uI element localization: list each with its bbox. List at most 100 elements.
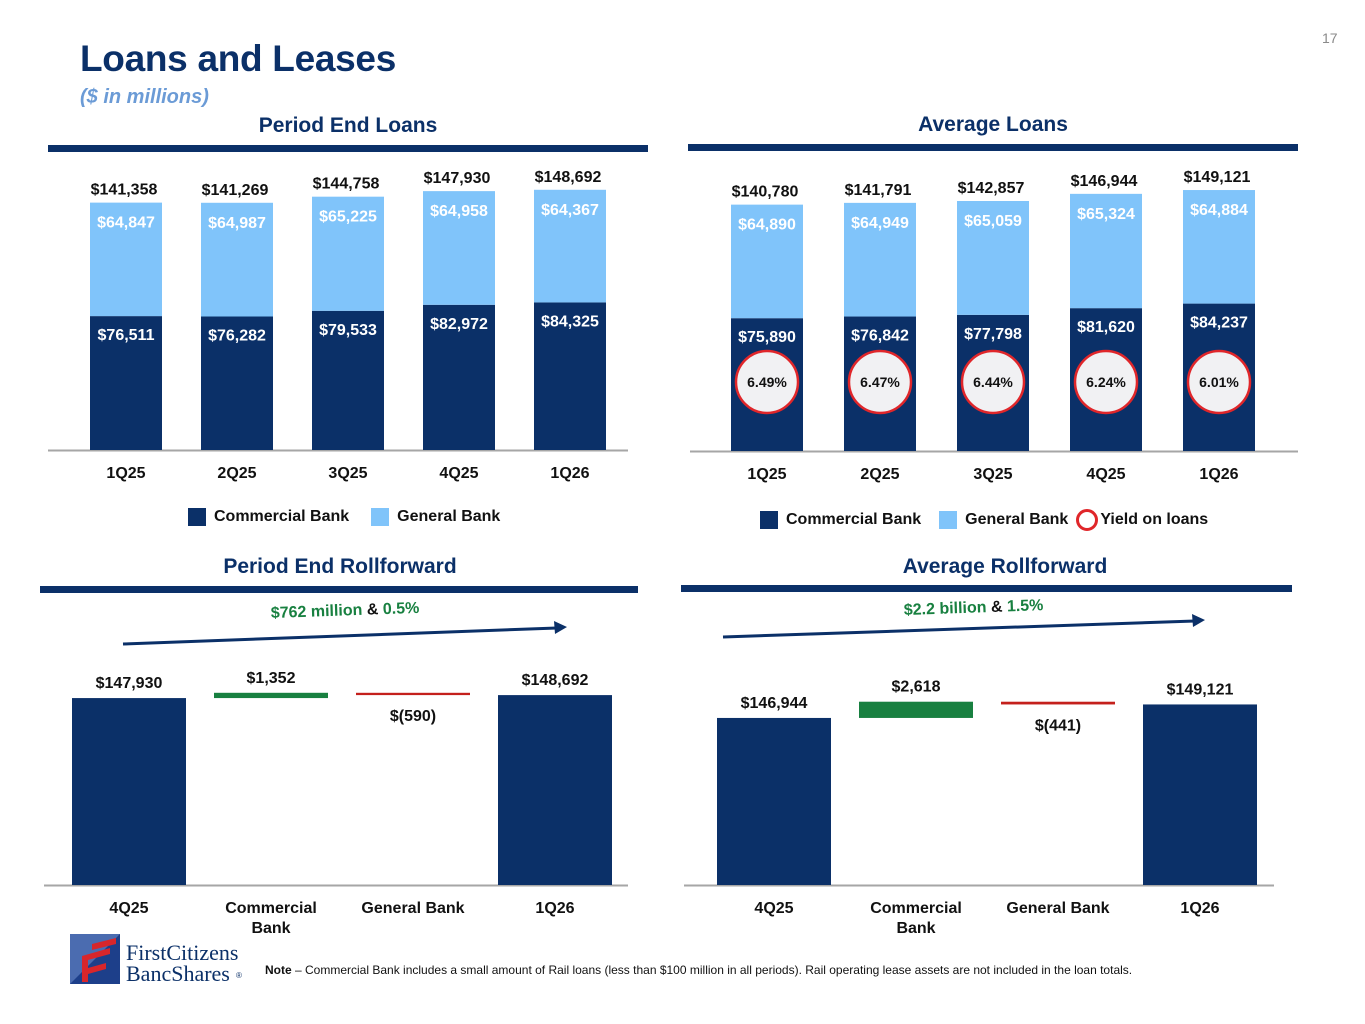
x-tick-label: 3Q25: [328, 465, 367, 482]
page-subtitle: ($ in millions): [80, 86, 209, 108]
x-tick-label: 4Q25: [1086, 466, 1125, 483]
bar-increase: [214, 692, 328, 699]
footnote-label: Note: [265, 963, 292, 977]
legend-yield-ring-icon: [1076, 509, 1099, 531]
data-label-commercial-bank: $82,972: [430, 316, 488, 333]
x-tick-label: 4Q25: [754, 900, 793, 917]
trend-annotation: $2.2 billion & 1.5%: [904, 597, 1044, 619]
first-citizens-logo: FirstCitizens BancShares ®: [70, 931, 255, 989]
bar-general-bank: [1183, 190, 1255, 304]
data-label: $146,944: [741, 695, 808, 712]
x-tick-label: 3Q25: [973, 466, 1012, 483]
data-label: $149,121: [1167, 681, 1234, 698]
x-tick-label: 1Q25: [747, 466, 786, 483]
x-tick-label: 1Q26: [550, 465, 589, 482]
trend-arrow-head-icon: [554, 621, 567, 634]
x-tick-label: Bank: [251, 920, 290, 937]
bar-general-bank: [1070, 193, 1142, 309]
x-tick-label: 4Q25: [109, 900, 148, 917]
footnote: Note – Commercial Bank includes a small …: [265, 963, 1132, 977]
data-label-general-bank: $64,949: [851, 215, 909, 232]
logo-line2: BancShares: [126, 961, 230, 986]
data-label-total: $147,930: [424, 170, 491, 187]
x-tick-label: Commercial: [870, 900, 962, 917]
data-label-total: $141,358: [91, 182, 158, 199]
data-label-general-bank: $64,890: [738, 217, 796, 234]
period-end-rollforward-title: Period End Rollforward: [223, 555, 457, 578]
data-label-general-bank: $64,367: [541, 202, 599, 219]
period-end-rollforward-chart: $147,930 4Q25 $1,352 Commercial Bank $(590) Ge…: [44, 600, 628, 937]
bar-general-bank: [844, 202, 916, 317]
average-rollforward-title: Average Rollforward: [902, 555, 1108, 578]
data-label-total: $142,857: [958, 180, 1025, 197]
bar-total: [498, 695, 612, 885]
data-label-general-bank: $64,958: [430, 203, 488, 220]
data-label-general-bank: $64,987: [208, 215, 266, 232]
data-label-commercial-bank: $76,511: [98, 327, 155, 344]
yield-label: 6.44%: [973, 374, 1013, 390]
average-loans-rule: [688, 144, 1298, 151]
data-label: $(441): [1035, 717, 1081, 734]
x-tick-label: 1Q26: [1180, 900, 1219, 917]
data-label-total: $140,780: [732, 184, 799, 201]
x-tick-label: General Bank: [361, 900, 464, 917]
data-label-commercial-bank: $81,620: [1077, 319, 1135, 336]
data-label-commercial-bank: $75,890: [738, 329, 796, 346]
legend-label-commercial-bank: Commercial Bank: [786, 511, 922, 528]
x-tick-label: Bank: [896, 920, 935, 937]
data-label-commercial-bank: $77,798: [964, 326, 1022, 343]
x-tick-label: 4Q25: [439, 465, 478, 482]
x-tick-label: 1Q25: [106, 465, 145, 482]
legend-label-commercial-bank: Commercial Bank: [214, 508, 350, 525]
bar-increase: [859, 701, 973, 718]
data-label-commercial-bank: $84,237: [1190, 315, 1248, 332]
legend-swatch-commercial-bank: [188, 508, 206, 526]
data-label-total: $141,269: [202, 182, 269, 199]
bar-commercial-bank: [201, 316, 273, 450]
yield-circle: [1186, 349, 1252, 415]
data-label-commercial-bank: $76,842: [851, 328, 909, 345]
period-end-rollforward-rule: [40, 586, 638, 593]
data-label: $147,930: [96, 675, 163, 692]
bar-total: [717, 717, 831, 885]
legend-swatch-commercial-bank: [760, 511, 778, 529]
yield-label: 6.01%: [1199, 374, 1239, 390]
data-label-general-bank: $65,225: [319, 209, 377, 226]
bar-total: [72, 698, 186, 885]
trend-annotation: $762 million & 0.5%: [271, 600, 420, 622]
legend-label-yield: Yield on loans: [1100, 511, 1209, 528]
logo-line1: FirstCitizens: [126, 940, 239, 965]
yield-circle: [734, 349, 800, 415]
trend-arrow-line: [722, 619, 1196, 639]
data-label-total: $148,692: [535, 169, 602, 186]
legend-swatch-general-bank: [371, 508, 390, 526]
data-label-total: $141,791: [845, 182, 912, 199]
data-label: $(590): [390, 708, 436, 725]
footnote-text: – Commercial Bank includes a small amoun…: [291, 963, 1133, 977]
trend-arrow-head-icon: [1192, 614, 1205, 627]
x-tick-label: General Bank: [1006, 900, 1109, 917]
average-rollforward-chart: $146,944 4Q25 $2,618 Commercial Bank $(441) Ge…: [684, 597, 1274, 937]
yield-label: 6.49%: [747, 374, 787, 390]
data-label: $1,352: [247, 670, 296, 687]
bar-commercial-bank: [312, 310, 384, 450]
data-label-total: $144,758: [313, 176, 380, 193]
bar-general-bank: [423, 191, 495, 305]
yield-label: 6.24%: [1086, 374, 1126, 390]
period-end-loans-chart: $76,511 $64,847 $141,358 1Q25 $76,282 $64,987…: [48, 169, 628, 482]
legend-label-general-bank: General Bank: [397, 508, 501, 525]
data-label-general-bank: $64,884: [1190, 202, 1248, 219]
x-tick-label: 1Q26: [1199, 466, 1238, 483]
yield-circle: [1073, 349, 1139, 415]
data-label-total: $146,944: [1071, 173, 1138, 190]
bar-decrease: [1001, 701, 1115, 705]
yield-label: 6.47%: [860, 374, 900, 390]
bar-general-bank: [731, 204, 803, 319]
bar-decrease: [356, 692, 470, 696]
x-tick-label: 2Q25: [860, 466, 899, 483]
yield-circle: [847, 349, 913, 415]
average-rollforward-rule: [681, 585, 1292, 592]
bar-total: [1143, 704, 1257, 885]
data-label: $2,618: [892, 679, 941, 696]
average-loans-legend: Commercial Bank General Bank Yield on lo…: [760, 509, 1208, 531]
